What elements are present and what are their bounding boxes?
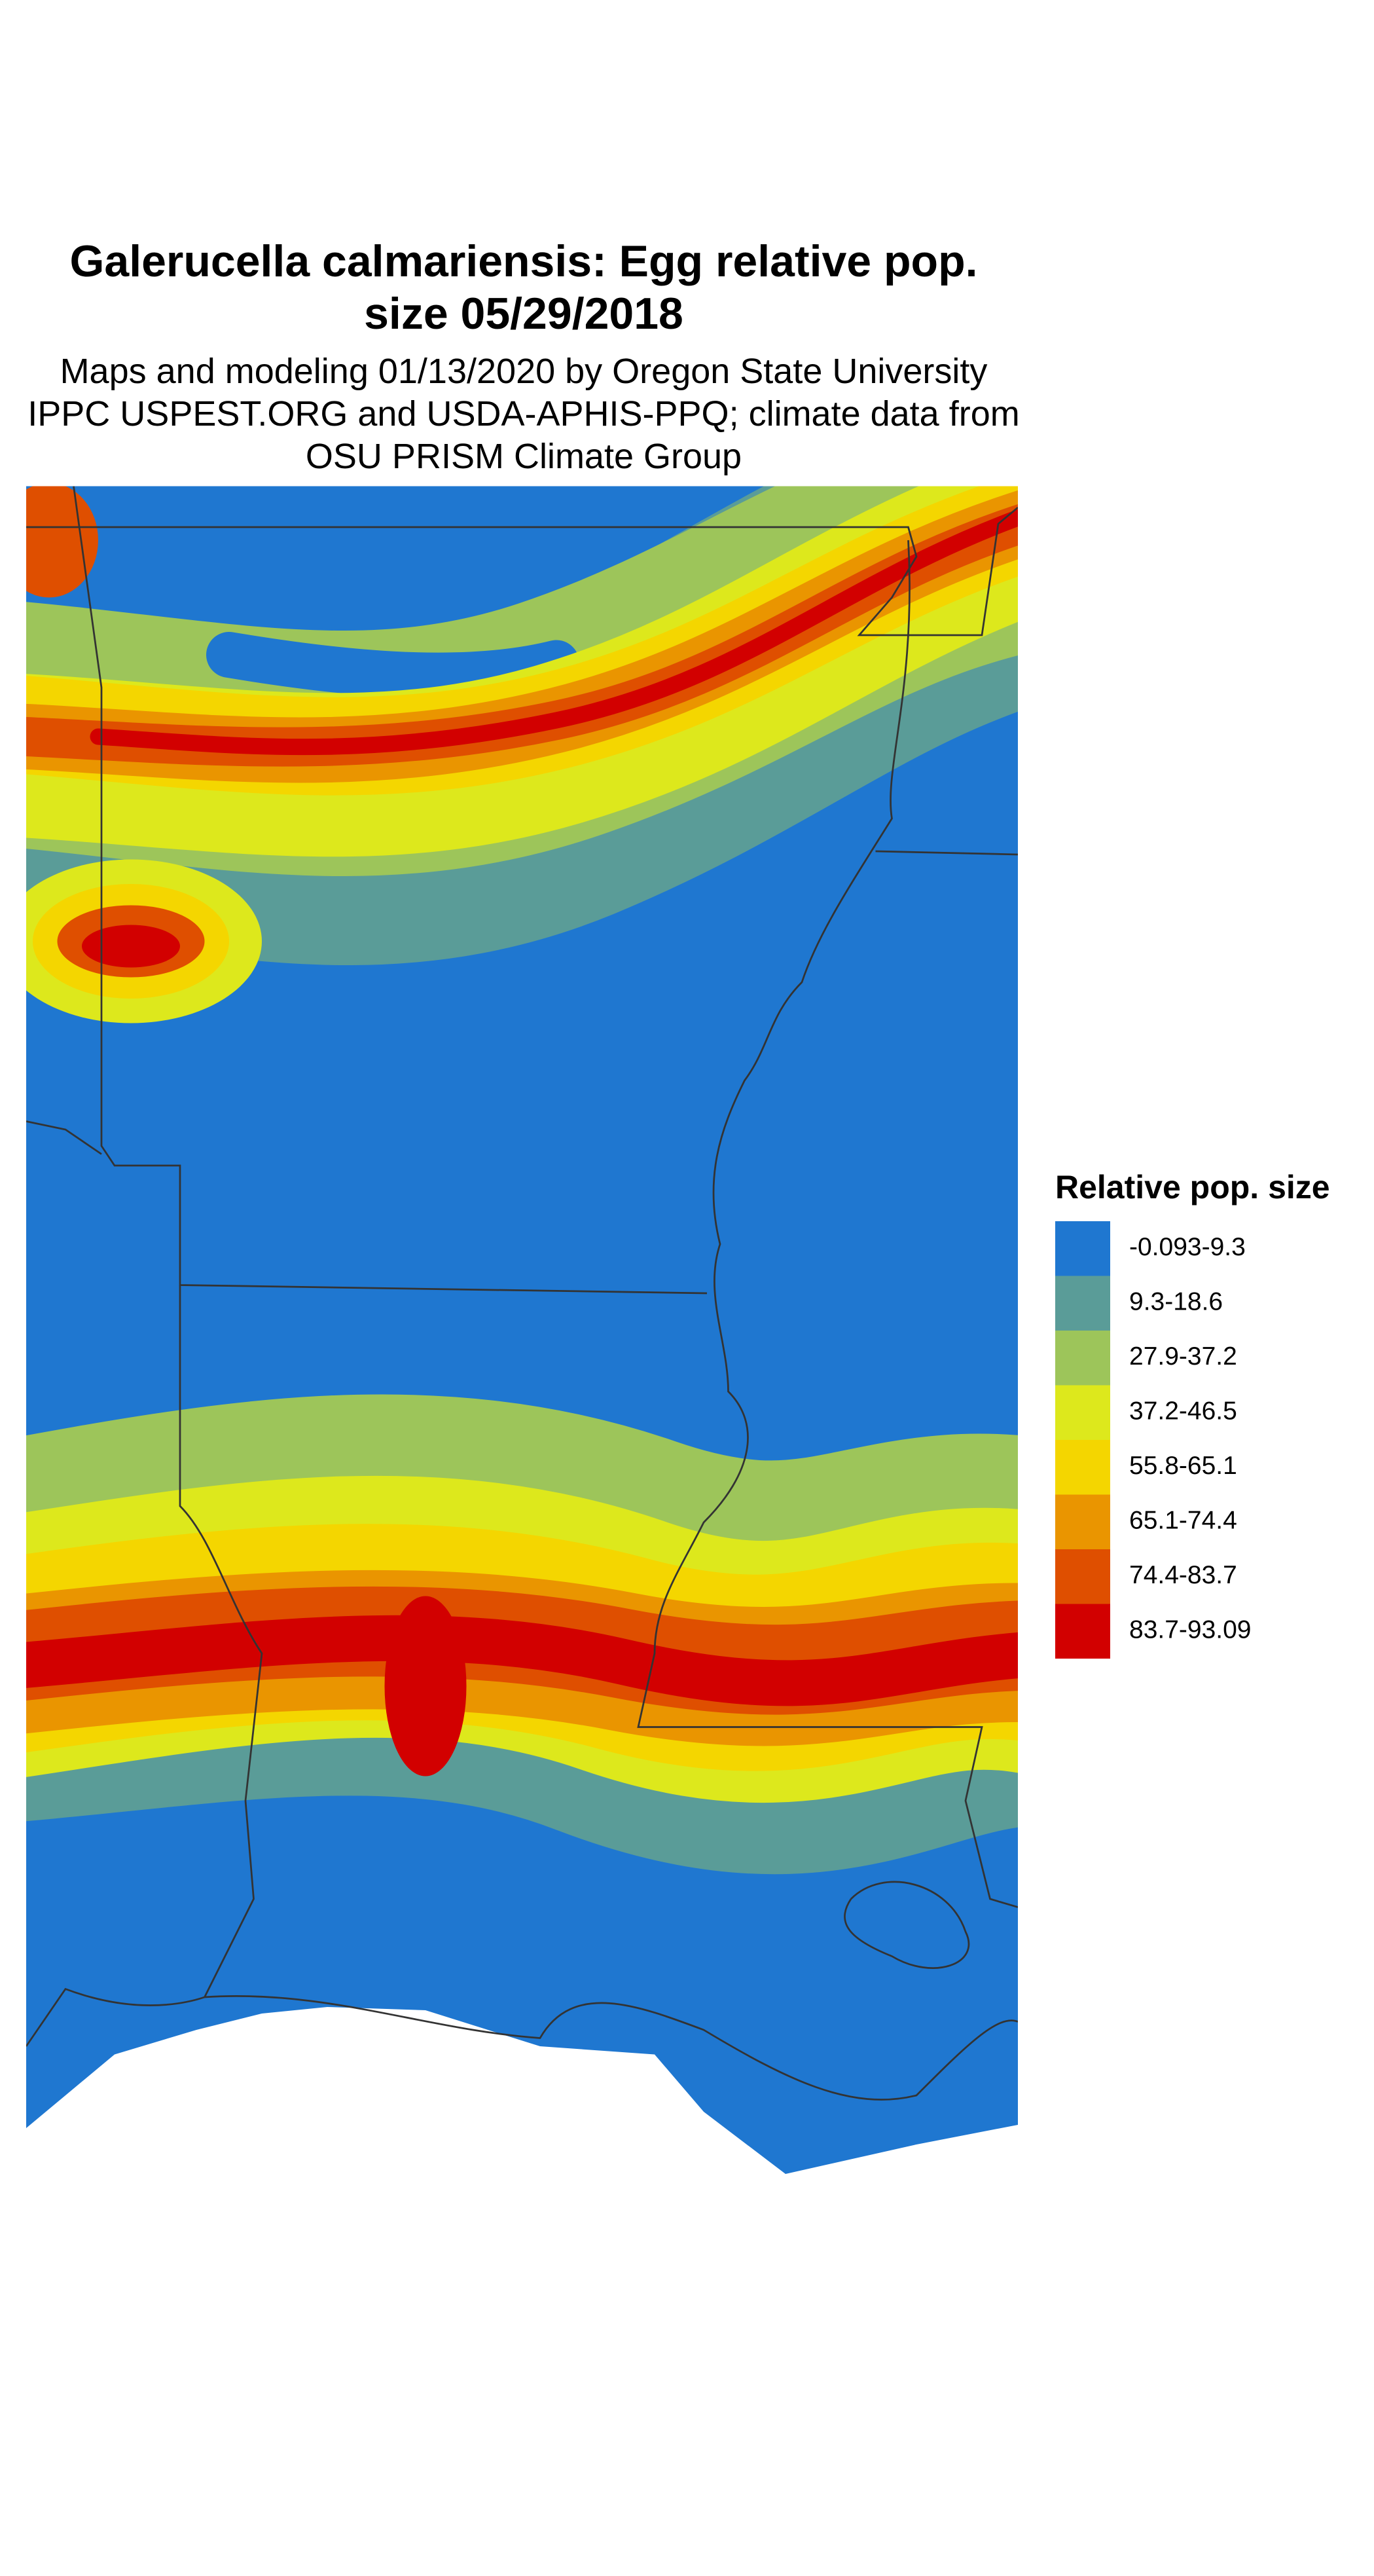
legend-label: 27.9-37.2 xyxy=(1129,1342,1237,1371)
zone xyxy=(26,1615,1018,1706)
legend-swatch xyxy=(1055,1440,1110,1495)
legend-label: 83.7-93.09 xyxy=(1129,1616,1252,1644)
zone xyxy=(384,1596,467,1776)
coastline xyxy=(844,1881,970,1969)
coastline xyxy=(26,1987,1018,2101)
legend-label: 9.3-18.6 xyxy=(1129,1288,1223,1316)
subtitle: IPPC USPEST.ORG and USDA-APHIS-PPQ; clim… xyxy=(27,394,1019,433)
zone xyxy=(90,509,1018,756)
zone xyxy=(206,632,579,699)
state-border xyxy=(875,850,1018,856)
state-border xyxy=(26,1120,102,1155)
title: size 05/29/2018 xyxy=(364,289,683,339)
state-border xyxy=(637,540,1018,1908)
legend-label: 55.8-65.1 xyxy=(1129,1452,1237,1480)
legend-label: 37.2-46.5 xyxy=(1129,1397,1237,1426)
legend: -0.093-9.3 9.3-18.6 27.9-37.2 37.2-46.5 55.8… xyxy=(1055,1221,1252,1659)
legend-swatch xyxy=(1055,1385,1110,1440)
state-border xyxy=(26,506,1018,636)
legend-swatch xyxy=(1055,1276,1110,1331)
legend-title: Relative pop. size xyxy=(1055,1169,1330,1205)
legend-swatch xyxy=(1055,1549,1110,1604)
legend-label: -0.093-9.3 xyxy=(1129,1233,1246,1261)
title: Galerucella calmariensis: Egg relative p… xyxy=(69,236,977,286)
legend-label: 74.4-83.7 xyxy=(1129,1561,1237,1589)
legend-swatch xyxy=(1055,1494,1110,1549)
zone xyxy=(26,486,98,598)
legend-swatch xyxy=(1055,1221,1110,1276)
zone xyxy=(82,925,180,968)
state-border xyxy=(179,1285,263,1998)
subtitle: Maps and modeling 01/13/2020 by Oregon S… xyxy=(60,352,988,391)
legend-swatch xyxy=(1055,1604,1110,1659)
legend-swatch xyxy=(1055,1331,1110,1386)
legend-label: 65.1-74.4 xyxy=(1129,1507,1237,1535)
map xyxy=(26,486,1018,2174)
subtitle: OSU PRISM Climate Group xyxy=(306,437,742,476)
